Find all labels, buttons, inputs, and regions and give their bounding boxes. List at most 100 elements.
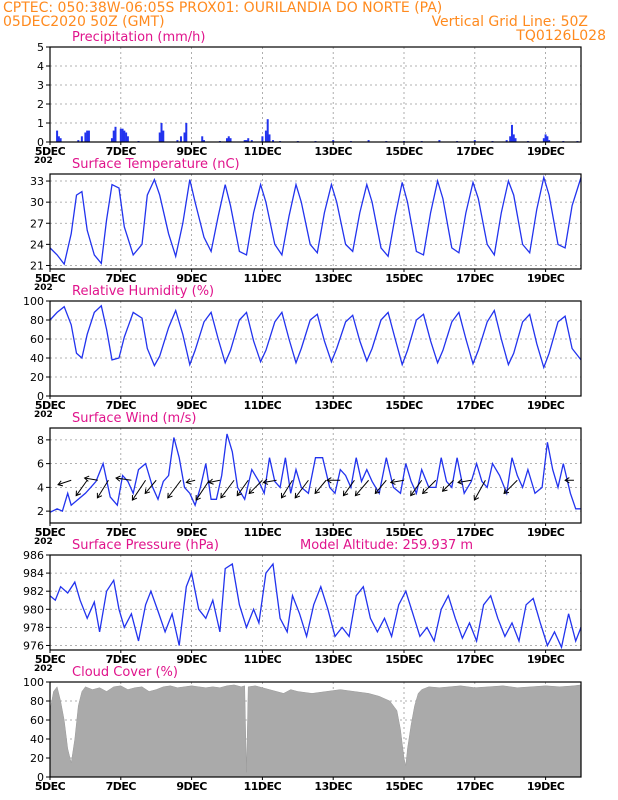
wind-arrow-head [57,480,64,487]
wind-arrow-head [354,490,361,497]
x-tick-label: 7DEC [106,145,137,158]
x-tick-label: 13DEC [314,653,352,666]
panel-frame [49,46,582,143]
wind-arrow-head [220,492,226,499]
precip-bar [546,136,549,142]
wind-arrow-head [236,490,243,497]
series-line [49,304,582,370]
wind-arrow [144,479,157,494]
x-tick-label: 7DEC [106,653,137,666]
wind-arrow [167,479,182,499]
x-tick-label: 19DEC [527,399,565,412]
x-tick-label: 19DEC [527,653,565,666]
precip-bar [243,140,246,142]
precip-bar [512,134,515,142]
x-tick-label: 15DEC [385,526,423,539]
precip-bar [367,140,370,142]
precip-bar [110,138,113,142]
panel-title: Precipitation (mm/h) [72,30,205,45]
x-tick-label: 15DEC [385,780,423,793]
wind-arrow [57,479,72,486]
x-tick-label: 11DEC [244,780,282,793]
header-station-line: CPTEC: 050:38W-06:05S PROX01: OURILANDIA… [3,0,443,16]
wind-arrow [186,479,196,483]
wind-arrow [195,479,210,501]
wind-arrow-head [195,495,201,501]
wind-arrow-head [96,492,103,499]
precip-bar [201,136,204,142]
wind-arrow-head [473,495,480,501]
cloud-cover-area [49,684,582,778]
wind-arrow-head [185,478,192,485]
panel-frame [49,427,582,524]
precip-bar [264,130,267,142]
x-tick-label: 13DEC [314,145,352,158]
precip-bar [160,123,163,142]
x-tick-label: 7DEC [106,780,137,793]
panel-title: Surface Wind (m/s) [72,411,196,426]
wind-arrow-head [248,488,255,495]
wind-arrow-head [422,488,428,495]
precip-bar [162,130,165,142]
panel-4: 2 4 6 8 5DEC 7DEC 9DEC 11DEC 13DEC 15DEC 17DEC 19DE… [34,411,582,547]
precip-bar [247,138,250,142]
y-tick-label: 8 [37,434,44,447]
x-tick-label: 13DEC [314,780,352,793]
wind-arrow [294,479,309,499]
wind-arrow-head [144,488,151,495]
wind-arrow [84,477,98,481]
precip-bar [510,124,513,142]
x-tick-label: 5DEC [35,780,66,793]
x-tick-label: 11DEC [244,653,282,666]
y-tick-label: 100 [23,676,44,689]
wind-arrow-head [410,490,416,497]
x-tick-label: 9DEC [176,780,207,793]
y-tick-label: 976 [23,639,44,652]
wind-arrow [457,479,472,483]
x-tick-label: 17DEC [456,272,494,285]
x-year-label: 202 [34,537,53,547]
y-tick-label: 986 [23,549,44,562]
y-tick-label: 0 [37,136,44,149]
precip-bar [509,136,512,142]
header-date-line: 05DEC2020 50Z (GMT) [3,14,165,30]
precip-bar [123,130,126,142]
panel-2: 21 24 27 30 33 5DEC 7DEC 9DEC 11DEC 13DEC 15DEC 17D… [30,157,582,293]
wind-arrow [442,479,454,492]
precip-bar [121,128,124,142]
x-tick-label: 5DEC [35,526,66,539]
x-tick-label: 19DEC [527,145,565,158]
panel-frame [49,300,582,397]
x-tick-label: 5DEC [35,272,66,285]
precip-bar [158,132,161,142]
wind-arrow [75,479,88,496]
wind-arrow [236,479,249,496]
wind-arrow-head [167,492,173,499]
x-tick-label: 17DEC [456,780,494,793]
y-tick-label: 5 [37,41,44,54]
wind-arrow-head [208,478,214,485]
y-tick-label: 21 [30,259,44,272]
precip-bar [266,119,269,142]
x-year-label: 202 [34,156,53,166]
precip-bar [544,134,547,142]
y-tick-label: 40 [30,352,44,365]
precip-bar [125,132,128,142]
x-tick-label: 9DEC [176,145,207,158]
precip-bar [114,126,117,142]
wind-arrow-head [441,486,448,492]
wind-arrow [390,479,405,483]
precip-bar [548,140,551,142]
panel-3: 0 20 40 60 80 100 5DEC 7DEC 9DEC 11DEC 13DEC 15DEC 1… [23,284,582,420]
y-tick-label: 2 [37,505,44,518]
wind-arrow-head [389,478,396,485]
wind-arrow-head [115,475,121,482]
wind-arrow-head [314,488,321,495]
x-tick-label: 17DEC [456,399,494,412]
precip-bar [185,123,188,142]
precip-bar [250,140,253,142]
wind-arrow-head [262,478,269,485]
wind-arrow-head [75,490,81,497]
precip-bar [119,128,122,142]
panel-title: Surface Temperature (nC) [72,157,240,172]
